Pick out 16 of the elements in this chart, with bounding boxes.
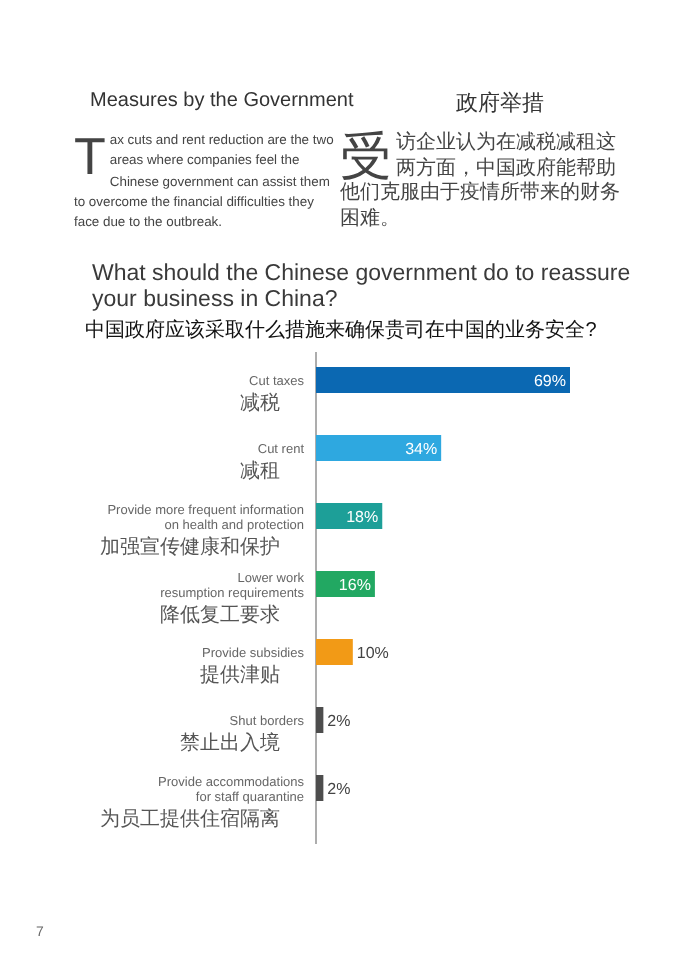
text: 政府举措 [456, 89, 544, 118]
text: Measures by the Government [90, 90, 354, 112]
bar [316, 775, 324, 801]
chart-title: What should the Chinese government do to reassure your business in China? [92, 262, 633, 314]
data-label: 2% [327, 780, 351, 798]
bar [316, 367, 570, 393]
bar [316, 639, 353, 665]
data-label: 2% [327, 712, 351, 730]
data-label: 16% [338, 576, 371, 594]
bar [316, 435, 442, 461]
data-label: 34% [405, 440, 438, 458]
bar [316, 707, 324, 733]
chart-subtitle: 中国政府应该采取什么措施来确保贵司在中国的业务安全? [83, 317, 599, 344]
data-label: 18% [346, 508, 379, 526]
data-label: 10% [356, 644, 389, 662]
data-label: 69% [533, 372, 566, 390]
